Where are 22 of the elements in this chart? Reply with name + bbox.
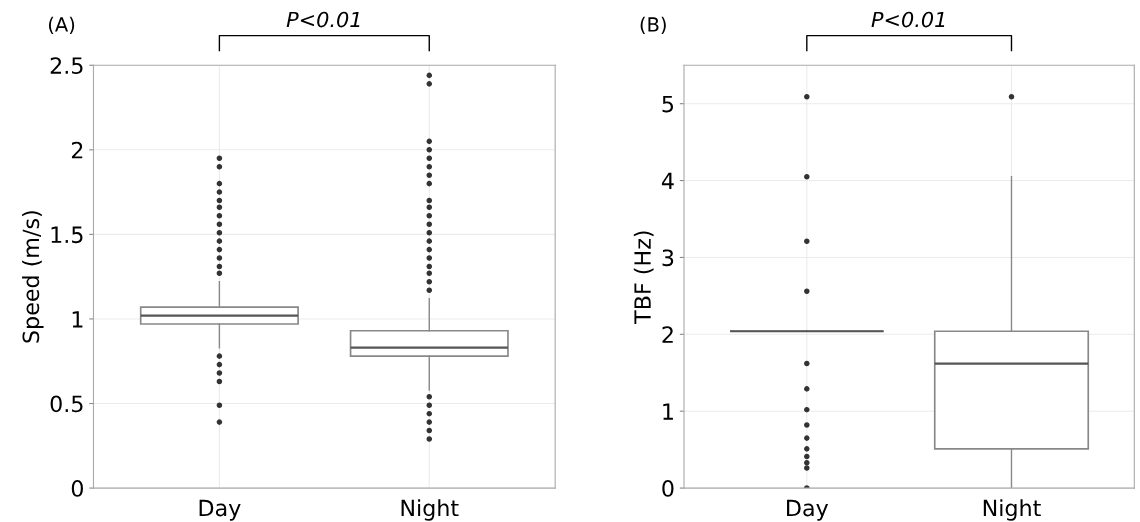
y-tick-label: 0 xyxy=(71,480,83,497)
y-tick-label: 3 xyxy=(662,249,674,267)
x-tick-label: Day xyxy=(199,499,241,521)
y-tick-label: 1.5 xyxy=(51,226,83,244)
x-tick-label: Night xyxy=(401,499,459,521)
y-tick-label: 0 xyxy=(662,480,674,497)
text: P<0.01 xyxy=(286,11,360,28)
y-axis-title: TBF (Hz) xyxy=(633,231,654,324)
y-axis-title: Speed (m/s) xyxy=(22,211,44,343)
text: P<0.01 xyxy=(871,11,945,28)
x-tick-label: Night xyxy=(983,499,1041,521)
y-tick-label: 4 xyxy=(661,172,674,190)
y-tick-label: 1 xyxy=(663,403,673,420)
y-tick-label: 0.5 xyxy=(50,395,83,413)
y-tick-label: 5 xyxy=(662,95,674,113)
y-tick-label: 2 xyxy=(662,326,673,343)
y-tick-label: 1 xyxy=(72,311,83,328)
y-tick-label: 2.5 xyxy=(50,57,83,75)
chart-title: (A) xyxy=(48,16,75,35)
y-tick-label: 2 xyxy=(71,141,83,159)
chart-title: (B) xyxy=(640,16,666,35)
x-tick-label: Day xyxy=(787,499,829,521)
